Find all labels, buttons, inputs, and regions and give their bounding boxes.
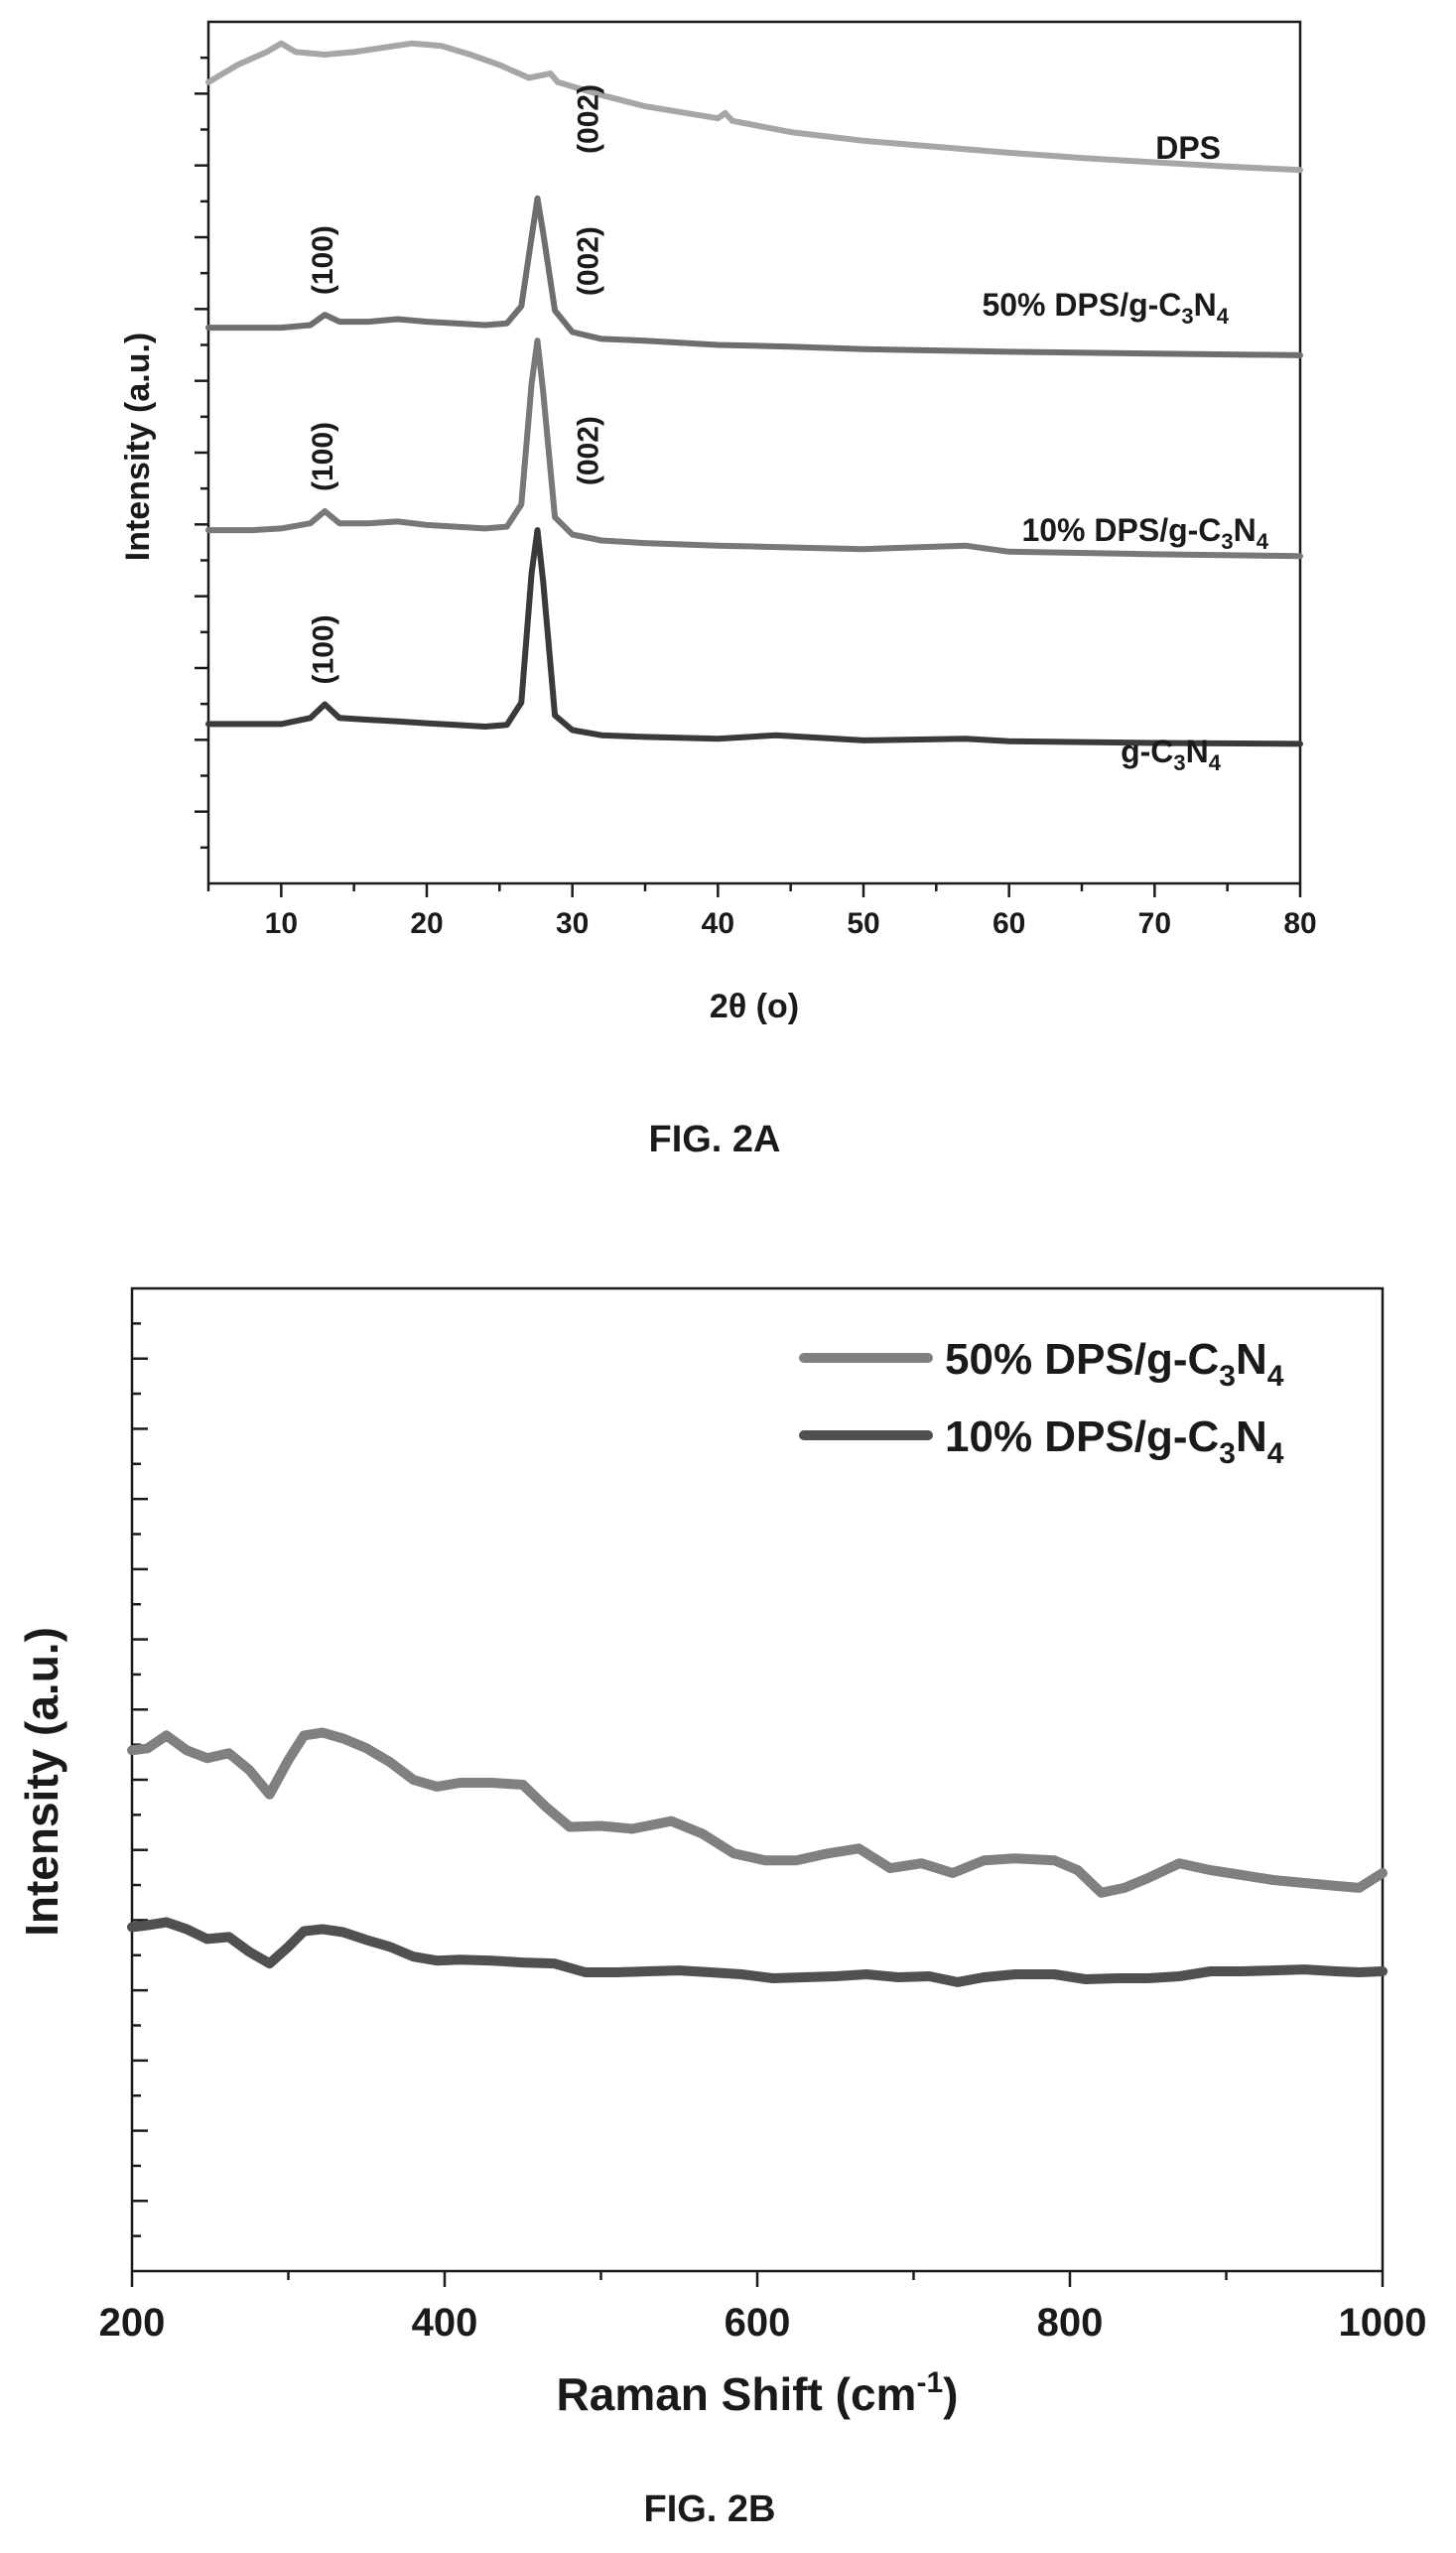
raman-x-axis-label: Raman Shift (cm-1) xyxy=(557,2366,959,2420)
xrd-peak-annotation: (100) xyxy=(307,225,339,295)
raman-legend-label: 50% DPS/g-C3N4 xyxy=(945,1335,1284,1393)
raman-xlabel-sup: -1 xyxy=(916,2366,943,2399)
xrd-xlabel-text: 2θ (o) xyxy=(710,988,799,1025)
raman-x-tick-label: 200 xyxy=(99,2301,166,2345)
xrd-series-dps xyxy=(205,40,1303,174)
raman-y-axis-label: Intensity (a.u.) xyxy=(16,1627,67,1937)
raman-y-ticks xyxy=(132,1322,148,2237)
xrd-series-label: 10% DPS/g-C3N4 xyxy=(1021,512,1268,554)
fig-2b-caption: FIG. 2B xyxy=(643,2488,775,2530)
xrd-peak-annotation: (002) xyxy=(573,226,605,296)
xrd-x-tick-label: 20 xyxy=(410,907,443,940)
xrd-series-label: DPS xyxy=(1155,130,1221,166)
xrd-series-labels: DPS 50% DPS/g-C3N4 10% DPS/g-C3N4 g-C3N4 xyxy=(982,130,1268,775)
xrd-x-axis-label: 2θ (o) xyxy=(710,988,799,1025)
xrd-series-group xyxy=(205,40,1303,747)
raman-legend: 50% DPS/g-C3N4 10% DPS/g-C3N4 xyxy=(799,1335,1284,1470)
xrd-x-tick-label: 10 xyxy=(265,907,298,940)
xrd-series-label: 50% DPS/g-C3N4 xyxy=(982,287,1229,329)
xrd-x-tick-label: 80 xyxy=(1283,907,1316,940)
xrd-x-tick-label: 50 xyxy=(847,907,879,940)
raman-x-tick-label: 600 xyxy=(725,2301,791,2345)
xrd-x-tick-label: 40 xyxy=(702,907,734,940)
xrd-peak-annotation: (002) xyxy=(573,416,605,485)
xrd-series-50-dps-g-c3n4 xyxy=(205,195,1303,358)
xrd-x-ticks: 10 20 30 40 50 60 70 80 xyxy=(206,883,1317,940)
raman-xlabel-end: ) xyxy=(943,2368,958,2420)
xrd-y-axis-label: Intensity (a.u.) xyxy=(119,333,157,561)
xrd-y-ticks xyxy=(195,56,208,850)
xrd-peak-annotation: (002) xyxy=(573,84,605,154)
xrd-series-10-dps-g-c3n4 xyxy=(205,337,1303,560)
raman-x-tick-label: 1000 xyxy=(1339,2301,1427,2345)
xrd-series-g-c3n4 xyxy=(205,527,1303,747)
raman-x-ticks: 200 400 600 800 1000 xyxy=(99,2271,1427,2345)
fig-2a-caption: FIG. 2A xyxy=(648,1119,780,1160)
xrd-peak-annotation: (100) xyxy=(307,614,339,684)
xrd-x-tick-label: 60 xyxy=(993,907,1025,940)
raman-xlabel-base: Raman Shift (cm xyxy=(557,2368,917,2420)
raman-chart: 200 400 600 800 1000 50% DPS/g-C3N4 10% DPS/g… xyxy=(16,1286,1427,2530)
xrd-peak-annotation: (100) xyxy=(307,422,339,491)
raman-x-tick-label: 800 xyxy=(1037,2301,1104,2345)
xrd-series-label: g-C3N4 xyxy=(1121,734,1222,775)
xrd-annotations: (100) (002) (100) (002) (100) (002) xyxy=(307,84,604,685)
xrd-x-tick-label: 30 xyxy=(556,907,589,940)
raman-series-10-dps-g-c3n4 xyxy=(127,1917,1388,1987)
raman-series-group xyxy=(127,1727,1388,1987)
raman-legend-label: 10% DPS/g-C3N4 xyxy=(945,1412,1284,1470)
xrd-x-tick-label: 70 xyxy=(1138,907,1171,940)
xrd-chart: 10 20 30 40 50 60 70 80 (100)(002)(100)(002)(10… xyxy=(119,20,1317,1160)
raman-x-tick-label: 400 xyxy=(412,2301,478,2345)
raman-series-50-dps-g-c3n4 xyxy=(127,1727,1388,1898)
